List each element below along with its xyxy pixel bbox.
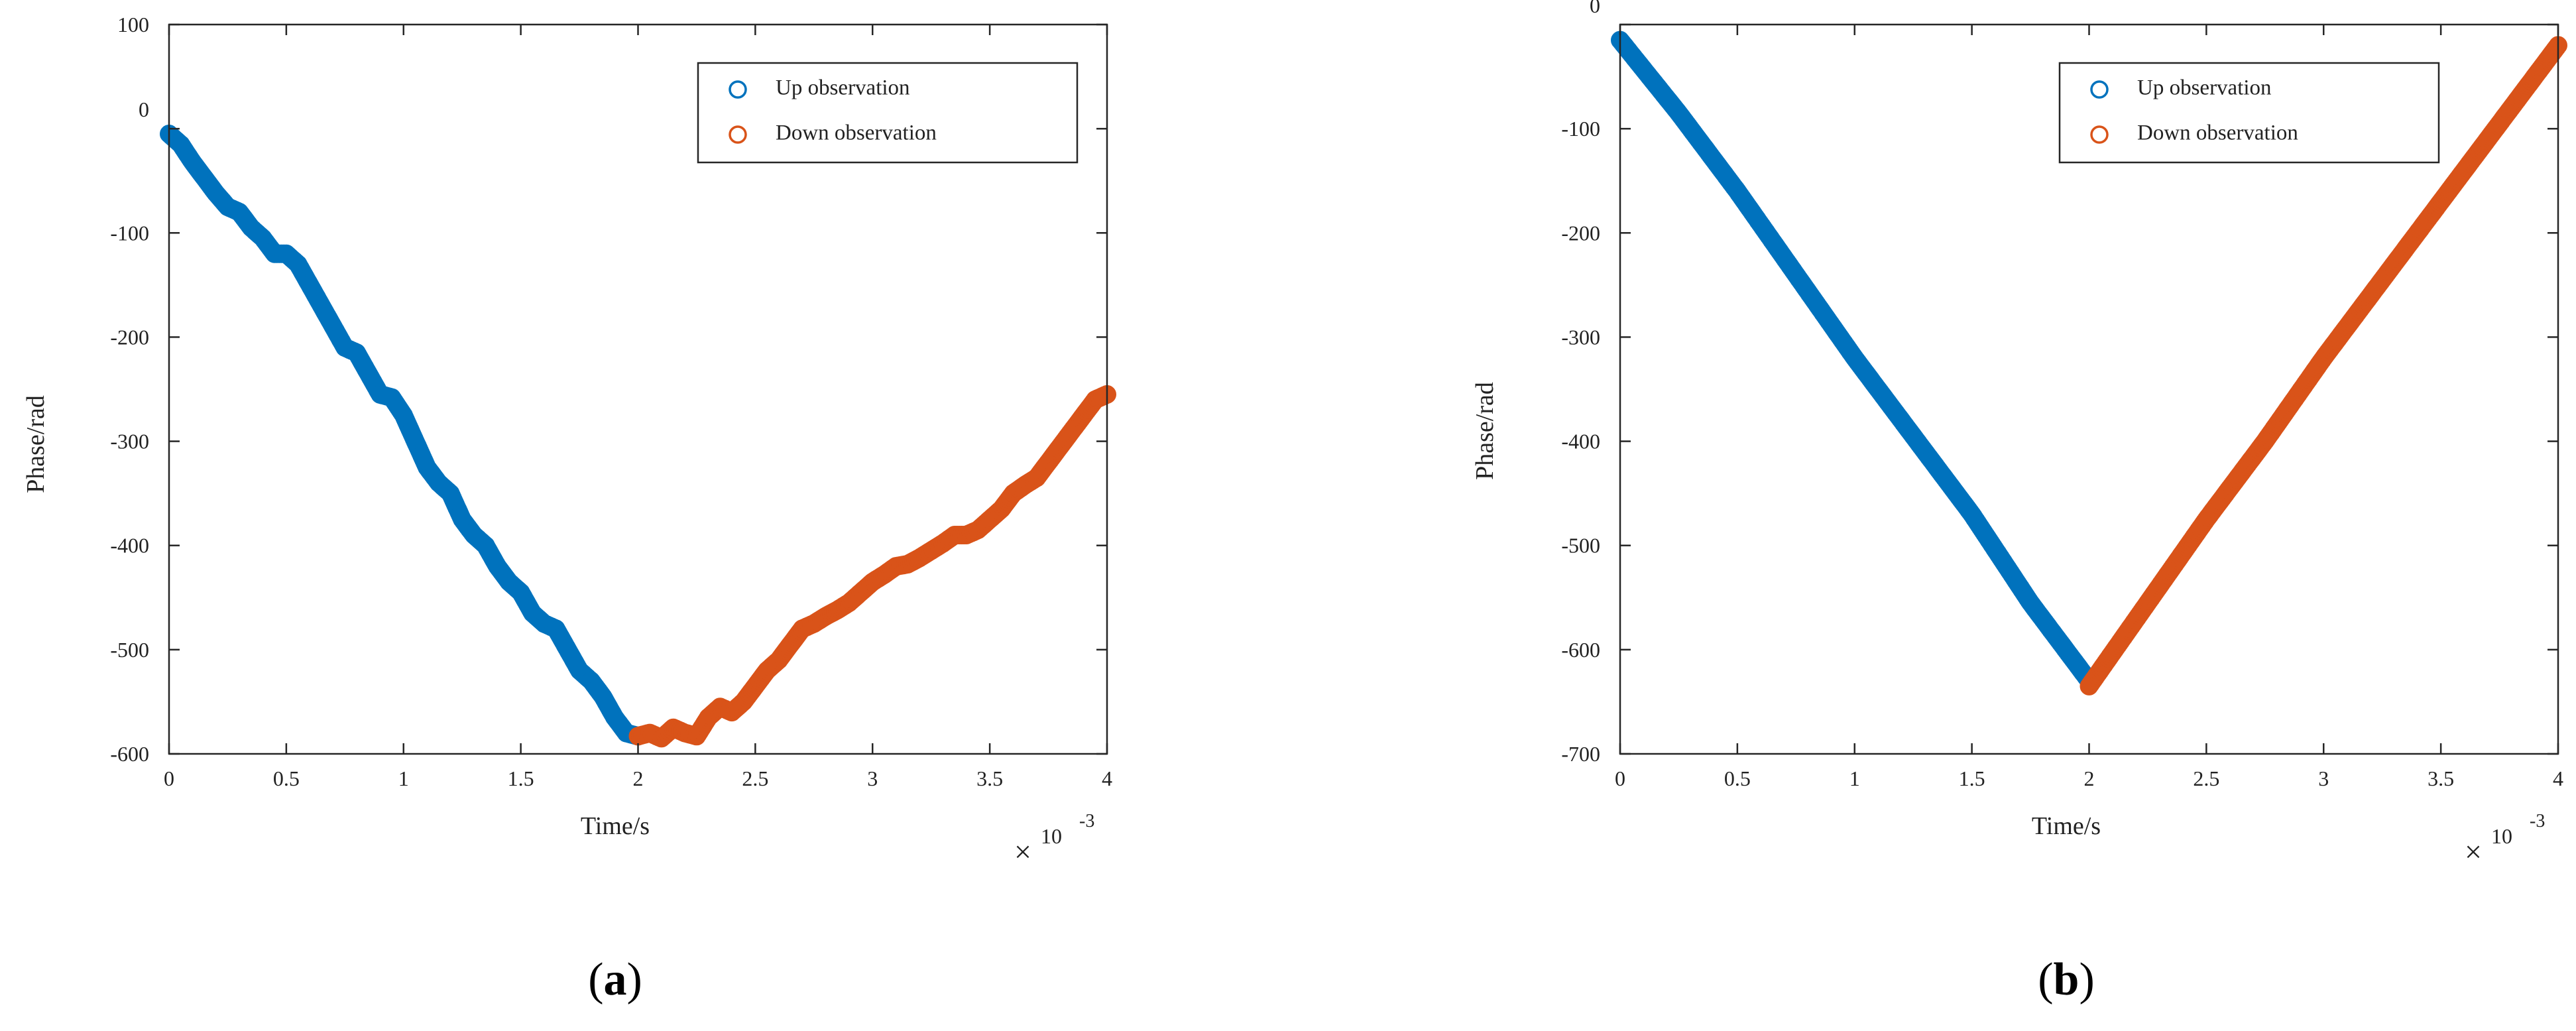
legend-marker-up-a — [729, 80, 747, 99]
tick-layer-b: 0 0.5 1 1.5 2 2.5 3 3.5 4 0 -100 -200 -300 -400 -500 -6… — [1561, 0, 2563, 790]
x-tick-label-a: 1.5 — [508, 766, 534, 790]
y-tick-label-a: -400 — [110, 534, 149, 558]
series-layer-a — [160, 125, 1116, 748]
legend-entry-up-a: Up observation — [776, 76, 910, 100]
legend-entry-up-b: Up observation — [2137, 76, 2272, 100]
x-tick-label-a: 3 — [867, 766, 878, 790]
legend-marker-down-b — [2090, 125, 2109, 144]
x-tick-label-b: 2 — [2084, 766, 2095, 790]
x-tick-label-a: 4 — [1102, 766, 1112, 790]
chart-panel-a: 0 0.5 1 1.5 2 2.5 3 3.5 4 100 0 -100 -200 -300 -400 -50… — [22, 13, 1116, 1005]
y-tick-label-b: -700 — [1561, 742, 1600, 766]
legend-box-a — [697, 62, 1079, 164]
x-tick-label-b: 0.5 — [1724, 766, 1751, 790]
x-multiplier-times-a: × — [1014, 835, 1031, 869]
y-tick-label-a: -100 — [110, 221, 149, 245]
legend-b: Up observation Down observation — [2058, 62, 2440, 164]
x-multiplier-exponent-b: -3 — [2530, 811, 2545, 831]
x-tick-label-b: 4 — [2553, 766, 2563, 790]
y-tick-label-a: 100 — [117, 13, 149, 36]
x-tick-label-a: 0 — [164, 766, 174, 790]
legend-a: Up observation Down observation — [697, 62, 1079, 164]
y-tick-label-b: -300 — [1561, 325, 1600, 349]
y-tick-label-b: -100 — [1561, 117, 1600, 141]
x-tick-label-a: 1 — [398, 766, 409, 790]
y-axis-label-b: Phase/rad — [1471, 382, 1499, 480]
x-tick-label-b: 1 — [1849, 766, 1860, 790]
x-tick-label-b: 2.5 — [2193, 766, 2219, 790]
x-axis-label-a: Time/s — [581, 812, 650, 840]
legend-marker-down-a — [729, 125, 747, 144]
legend-entry-down-b: Down observation — [2137, 121, 2298, 145]
x-multiplier-exponent-a: -3 — [1079, 811, 1094, 831]
panel-label-a: (a) — [588, 954, 642, 1005]
y-tick-label-a: 0 — [139, 97, 149, 121]
x-axis-label-b: Time/s — [2032, 812, 2101, 840]
chart-panel-b: 0 0.5 1 1.5 2 2.5 3 3.5 4 0 -100 -200 -300 -400 -500 -6… — [1471, 0, 2567, 1005]
x-tick-label-b: 3.5 — [2428, 766, 2454, 790]
y-tick-label-a: -300 — [110, 430, 149, 454]
panel-label-b: (b) — [2038, 954, 2095, 1005]
y-tick-label-b: -600 — [1561, 638, 1600, 662]
y-tick-label-b: -400 — [1561, 430, 1600, 454]
x-multiplier-base-a: 10 — [1041, 824, 1062, 848]
y-tick-label-a: -500 — [110, 638, 149, 662]
y-axis-label-a: Phase/rad — [22, 395, 50, 493]
y-tick-label-b: 0 — [1590, 0, 1600, 17]
x-multiplier-times-b: × — [2465, 835, 2482, 869]
y-tick-label-b: -200 — [1561, 221, 1600, 245]
x-tick-label-a: 0.5 — [273, 766, 300, 790]
x-tick-label-b: 3 — [2318, 766, 2329, 790]
x-tick-label-a: 2.5 — [742, 766, 768, 790]
y-tick-label-a: -200 — [110, 325, 149, 349]
x-multiplier-base-b: 10 — [2491, 824, 2512, 848]
tick-layer-a: 0 0.5 1 1.5 2 2.5 3 3.5 4 100 0 -100 -200 -300 -400 -50… — [110, 13, 1112, 790]
x-tick-label-a: 2 — [633, 766, 644, 790]
legend-box-b — [2058, 62, 2440, 164]
series-layer-b — [1611, 30, 2567, 696]
legend-marker-up-b — [2090, 80, 2109, 99]
x-tick-label-b: 1.5 — [1959, 766, 1985, 790]
x-tick-label-a: 3.5 — [976, 766, 1003, 790]
legend-entry-down-a: Down observation — [776, 121, 937, 145]
y-tick-label-a: -600 — [110, 742, 149, 766]
x-tick-label-b: 0 — [1615, 766, 1625, 790]
y-tick-label-b: -500 — [1561, 534, 1600, 558]
